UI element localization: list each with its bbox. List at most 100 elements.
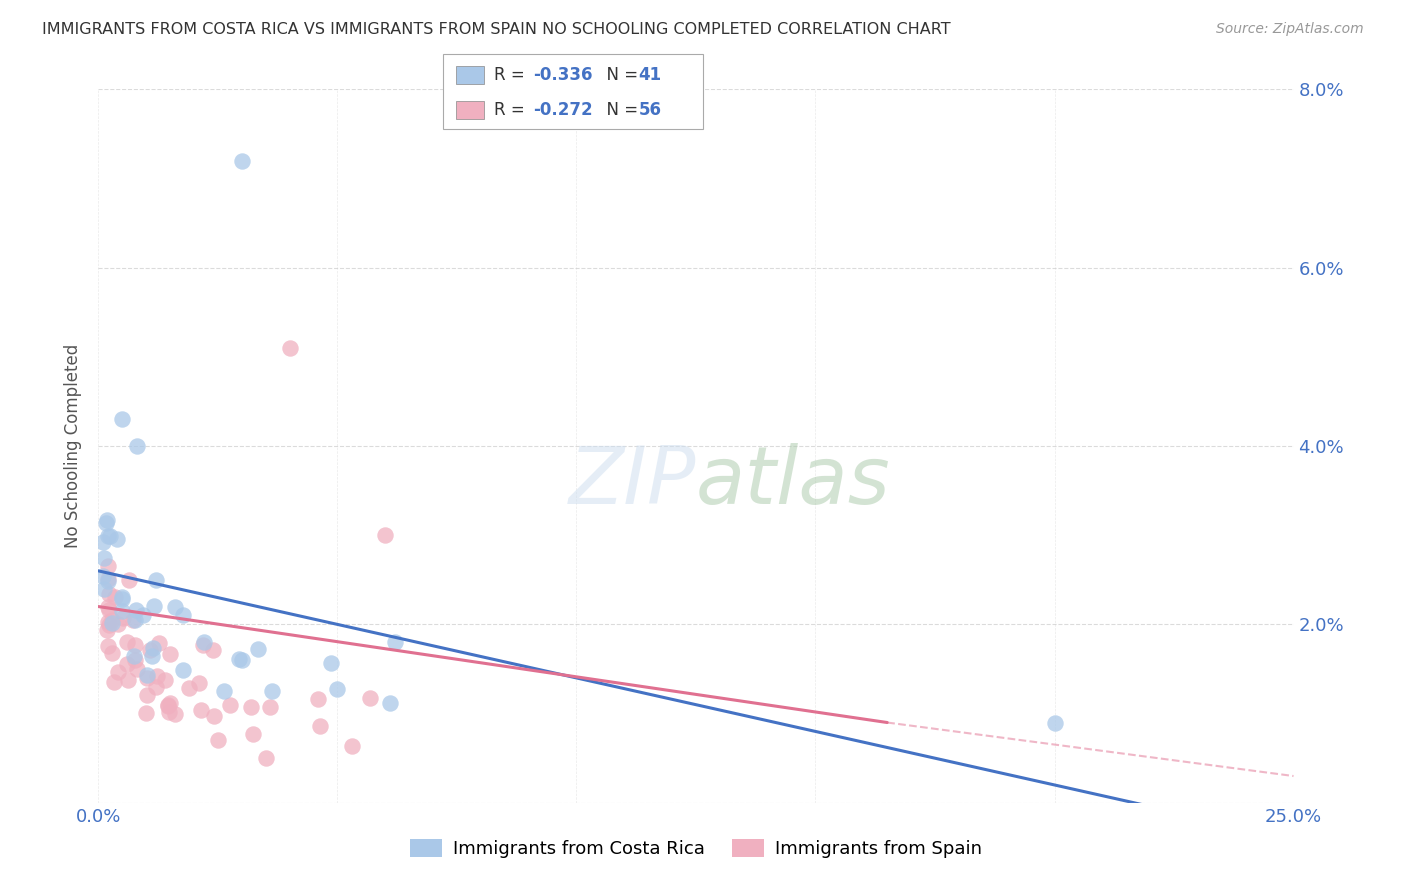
Point xyxy=(259,699,281,714)
Point xyxy=(145,680,167,694)
Point xyxy=(103,591,125,605)
Point xyxy=(107,617,129,632)
Point xyxy=(139,642,162,657)
Point xyxy=(100,614,122,628)
Point xyxy=(228,651,250,665)
Point xyxy=(112,610,135,624)
Point xyxy=(309,719,332,733)
Point xyxy=(97,572,120,586)
Text: IMMIGRANTS FROM COSTA RICA VS IMMIGRANTS FROM SPAIN NO SCHOOLING COMPLETED CORRE: IMMIGRANTS FROM COSTA RICA VS IMMIGRANTS… xyxy=(42,22,950,37)
Point xyxy=(191,638,214,652)
Text: Source: ZipAtlas.com: Source: ZipAtlas.com xyxy=(1216,22,1364,37)
Point xyxy=(97,599,120,614)
Point xyxy=(96,624,118,638)
Point xyxy=(157,706,180,720)
Point xyxy=(122,613,145,627)
Point xyxy=(100,646,122,660)
Point xyxy=(231,153,253,168)
Point xyxy=(131,607,153,622)
Point xyxy=(212,683,235,698)
Point xyxy=(163,706,186,721)
Point xyxy=(91,535,114,549)
Legend: Immigrants from Costa Rica, Immigrants from Spain: Immigrants from Costa Rica, Immigrants f… xyxy=(402,831,990,865)
Point xyxy=(148,636,170,650)
Point xyxy=(98,602,121,616)
Text: atlas: atlas xyxy=(696,442,891,521)
Point xyxy=(190,703,212,717)
Point xyxy=(115,657,138,671)
Point xyxy=(107,665,129,679)
Text: R =: R = xyxy=(494,66,530,84)
Point xyxy=(242,727,264,741)
Point xyxy=(115,635,138,649)
Text: 56: 56 xyxy=(638,102,661,120)
Point xyxy=(125,662,148,676)
Point xyxy=(96,574,118,588)
Text: R =: R = xyxy=(494,102,530,120)
Point xyxy=(218,698,240,713)
Point xyxy=(1043,715,1066,730)
Point xyxy=(124,613,146,627)
Text: ZIP: ZIP xyxy=(568,442,696,521)
Point xyxy=(111,412,134,426)
Point xyxy=(157,698,180,712)
Point xyxy=(124,652,146,666)
Point xyxy=(325,681,347,696)
Point xyxy=(101,616,124,631)
Point xyxy=(340,739,363,754)
Point xyxy=(202,643,225,657)
Point xyxy=(103,675,125,690)
Point xyxy=(124,639,146,653)
Point xyxy=(142,641,165,656)
Point xyxy=(231,653,253,667)
Point xyxy=(207,733,229,747)
Point xyxy=(321,656,343,670)
Y-axis label: No Schooling Completed: No Schooling Completed xyxy=(65,344,83,548)
Point xyxy=(93,550,115,565)
Point xyxy=(193,635,215,649)
Point xyxy=(110,591,132,605)
Point xyxy=(98,618,121,632)
Point xyxy=(155,673,177,687)
Text: -0.272: -0.272 xyxy=(533,102,592,120)
Point xyxy=(94,516,117,530)
Point xyxy=(384,635,406,649)
Point xyxy=(111,592,134,607)
Point xyxy=(97,529,120,543)
Point xyxy=(254,751,277,765)
Point xyxy=(247,642,270,657)
Point xyxy=(135,706,157,720)
Point xyxy=(97,639,120,653)
Point xyxy=(159,696,181,710)
Point xyxy=(122,649,145,664)
Point xyxy=(172,608,194,623)
Point xyxy=(380,697,402,711)
Point xyxy=(202,709,225,723)
Point xyxy=(359,691,381,706)
Point xyxy=(97,615,120,630)
Point xyxy=(118,573,141,587)
Text: 41: 41 xyxy=(638,66,661,84)
Point xyxy=(105,532,128,546)
Point xyxy=(111,603,134,617)
Point xyxy=(239,699,262,714)
Point xyxy=(260,684,283,698)
Point xyxy=(141,649,163,664)
Text: N =: N = xyxy=(596,66,644,84)
Point xyxy=(124,603,146,617)
Point xyxy=(96,513,118,527)
Point xyxy=(97,559,120,574)
Point xyxy=(177,681,200,695)
Point xyxy=(145,573,167,587)
Point xyxy=(146,668,169,682)
Point xyxy=(93,569,115,583)
Point xyxy=(163,599,186,614)
Point xyxy=(136,668,159,682)
Point xyxy=(98,587,121,601)
Text: N =: N = xyxy=(596,102,644,120)
Point xyxy=(98,529,121,543)
Point xyxy=(159,647,181,661)
Point xyxy=(187,676,209,690)
Point xyxy=(117,673,139,687)
Point xyxy=(172,663,194,677)
